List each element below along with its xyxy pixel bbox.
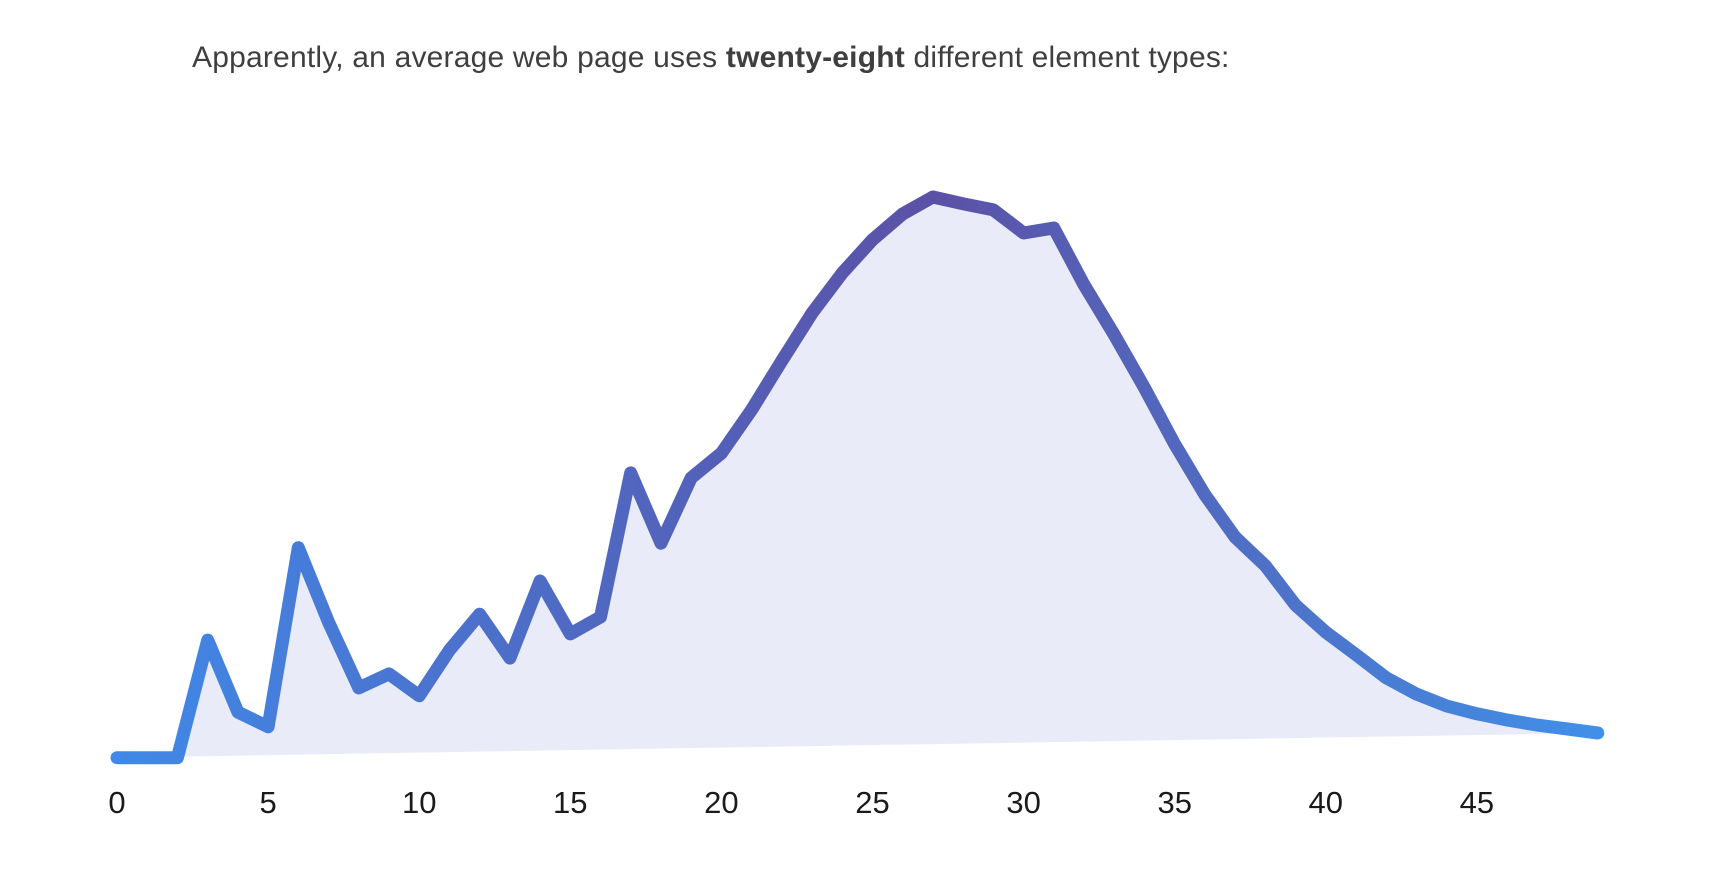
x-tick-label-10: 10 [402, 785, 436, 820]
distribution-line [110, 190, 1605, 765]
x-tick-label-40: 40 [1309, 785, 1343, 820]
x-tick-label-5: 5 [259, 785, 276, 820]
chart-title-prefix: Apparently, an average web page uses [192, 41, 726, 74]
chart-title-suffix: different element types: [904, 41, 1230, 74]
distribution-area [117, 197, 1598, 758]
x-tick-label-20: 20 [704, 785, 738, 820]
x-tick-label-30: 30 [1006, 785, 1040, 820]
x-axis-tick-labels: 0 5 10 15 20 25 30 35 40 45 [108, 785, 1494, 820]
x-tick-label-35: 35 [1157, 785, 1191, 820]
chart-title-highlight: twenty-eight [725, 41, 905, 74]
chart-title: Apparently, an average web page uses twe… [192, 39, 1230, 77]
x-tick-label-25: 25 [855, 785, 889, 820]
x-tick-label-15: 15 [553, 785, 587, 820]
x-tick-label-45: 45 [1460, 785, 1494, 820]
x-tick-label-0: 0 [108, 785, 125, 820]
